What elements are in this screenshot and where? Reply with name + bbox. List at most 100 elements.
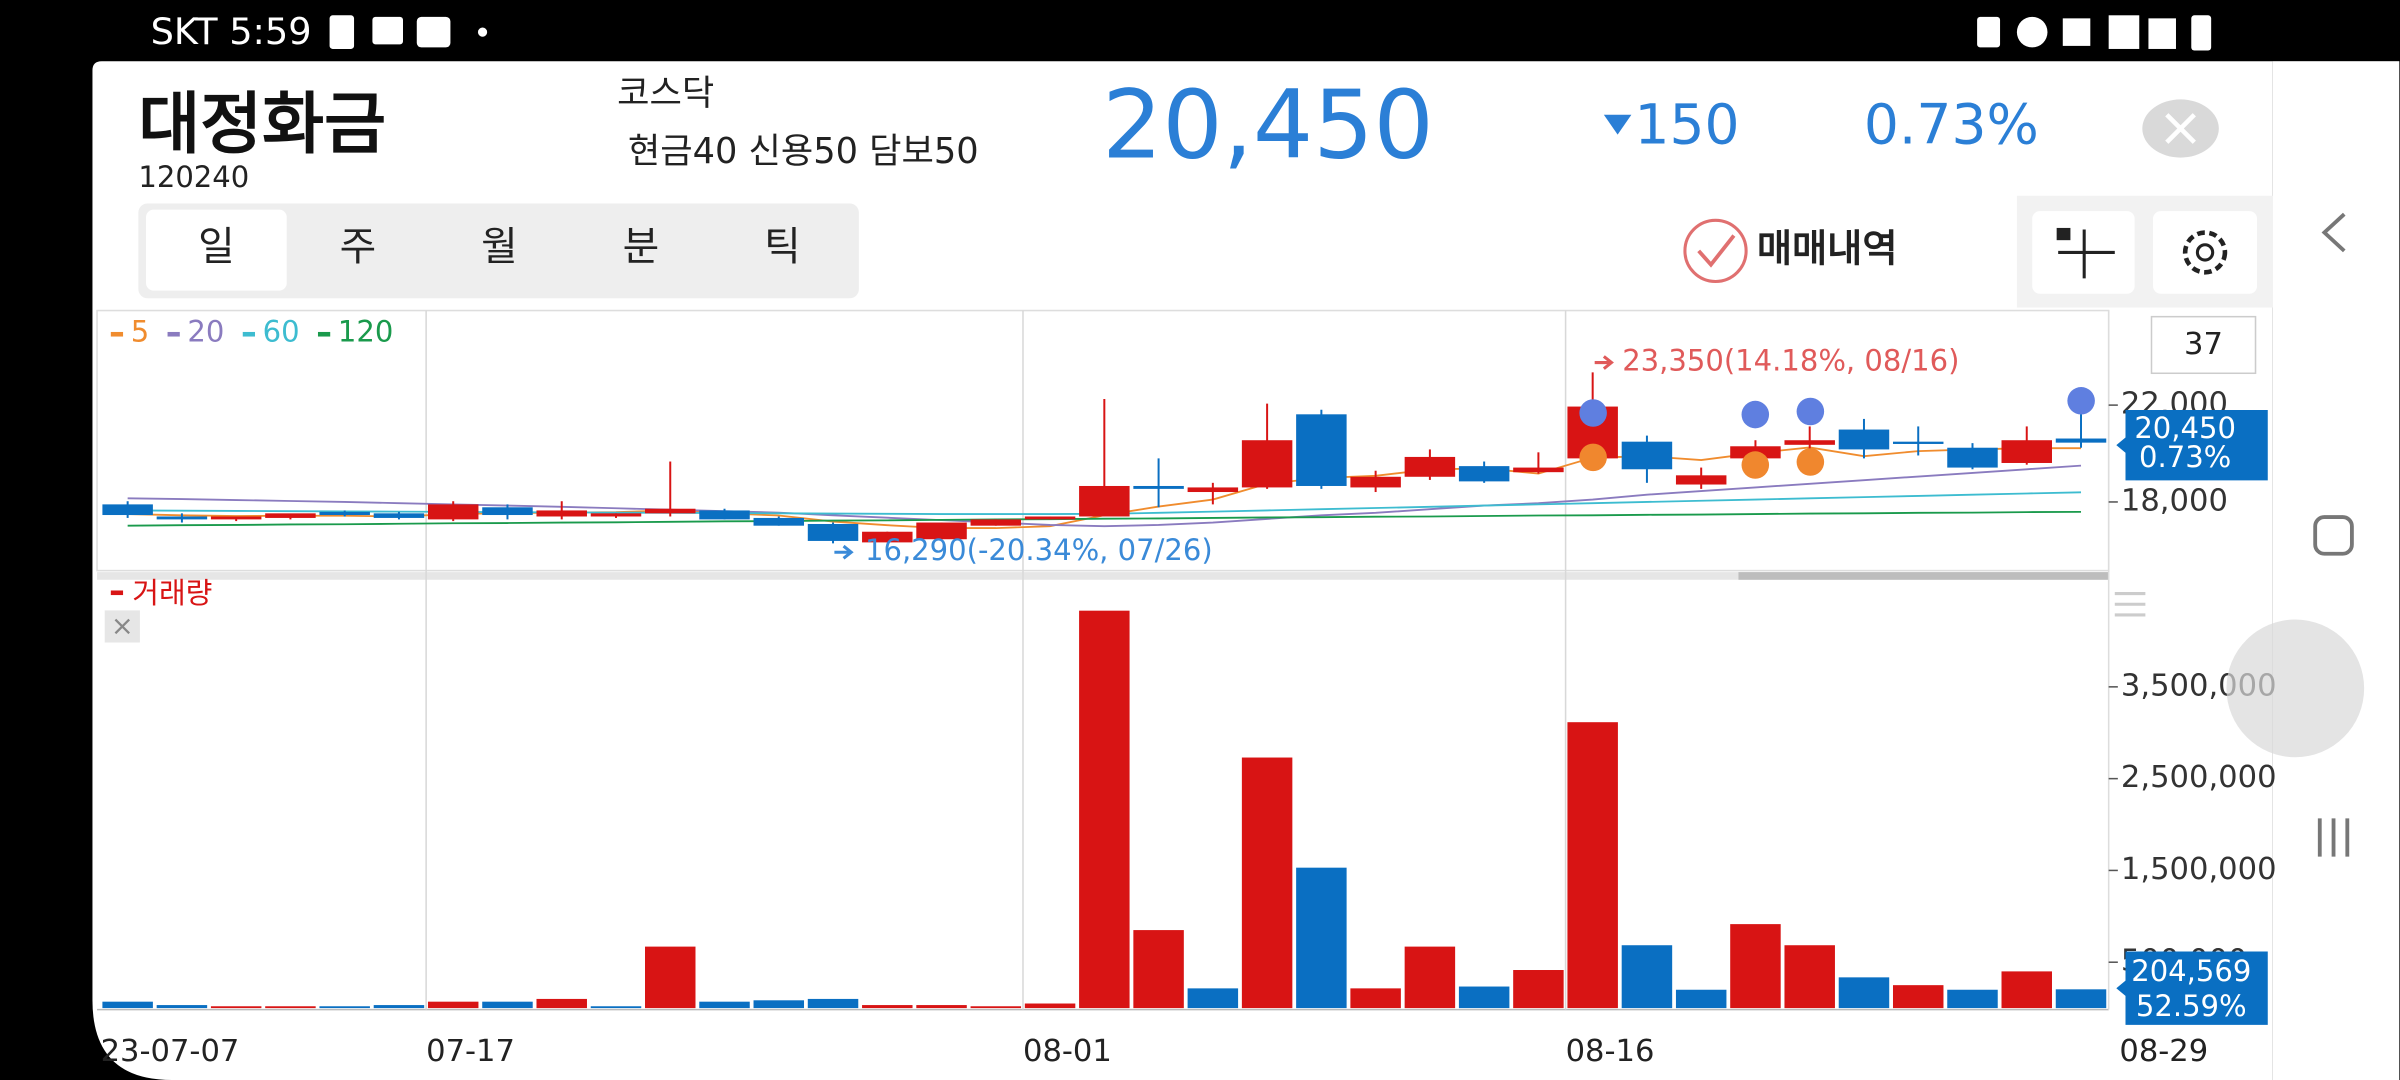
- volume-bar: [1187, 988, 1239, 1009]
- candle-body: [699, 510, 750, 520]
- volume-bar: [1296, 867, 1347, 1009]
- scroll-thumb[interactable]: [1738, 572, 2109, 580]
- volume-bar: [1024, 1003, 1076, 1009]
- nav-recents[interactable]: [2317, 818, 2350, 857]
- crosshair-button[interactable]: [2032, 211, 2135, 294]
- candle-body: [590, 513, 642, 517]
- candle-body: [753, 517, 805, 526]
- tab[interactable]: 주: [340, 224, 377, 270]
- volume-bar: [590, 1006, 642, 1009]
- candle-body: [1024, 516, 1076, 520]
- volume-bar: [1838, 977, 1890, 1009]
- price-change: 150: [1634, 93, 1739, 157]
- volume-bar: [102, 1001, 153, 1009]
- volume-bar: [1730, 924, 1781, 1009]
- candle-body: [1621, 441, 1673, 470]
- candle-body: [1404, 456, 1456, 477]
- volume-bar: [645, 946, 696, 1009]
- volume-bar: [156, 1005, 208, 1009]
- volume-tag-rate: 52.59%: [2136, 989, 2247, 1023]
- nav-bar: [2272, 61, 2400, 1080]
- volume-bar: [1241, 757, 1293, 1009]
- volume-bar: [1784, 945, 1835, 1009]
- x-tick-label: 08-01: [1023, 1034, 1112, 1069]
- candle-body: [210, 516, 262, 520]
- low-annotation: 16,290(-20.34%, 07/26): [865, 533, 1213, 567]
- trade-history-toggle[interactable]: [1683, 218, 1748, 284]
- tab[interactable]: 일: [198, 224, 235, 270]
- volume-bar: [1350, 988, 1401, 1009]
- candle-body: [319, 511, 370, 516]
- x-tick-label: 07-17: [426, 1034, 515, 1069]
- candle-body: [536, 510, 587, 517]
- volume-bar: [1947, 989, 1998, 1009]
- ma-line: [127, 510, 2082, 527]
- volume-bar: [265, 1006, 316, 1009]
- nav-home[interactable]: [2313, 515, 2354, 556]
- legend-label: 120: [338, 314, 393, 348]
- volume-bar: [1567, 722, 1618, 1009]
- settings-button[interactable]: [2153, 211, 2258, 294]
- tab[interactable]: 월: [481, 224, 518, 270]
- candle-body: [482, 507, 533, 516]
- candle-body: [1079, 485, 1130, 517]
- count-label: 37: [2184, 327, 2223, 362]
- candle-body: [1947, 447, 1998, 468]
- current-price: 20,450: [1102, 70, 1434, 180]
- price-tag: [2116, 409, 2268, 481]
- candle-body: [862, 531, 913, 543]
- side-handle[interactable]: [2226, 619, 2365, 758]
- close-button[interactable]: [2142, 99, 2219, 158]
- volume-bar: [536, 998, 587, 1009]
- candle-body: [427, 504, 479, 520]
- trade-history-label[interactable]: 매매내역: [1757, 227, 1898, 271]
- margin-info: 현금40 신용50 담보50: [628, 131, 979, 172]
- tab[interactable]: 틱: [764, 224, 801, 270]
- candle-body: [916, 522, 967, 540]
- x-tick-label: 08-29: [2119, 1034, 2208, 1069]
- volume-bar: [807, 998, 859, 1009]
- legend-dash: [110, 331, 124, 337]
- candle-body: [1675, 475, 1727, 485]
- candle-body: [1350, 476, 1401, 488]
- candle-body: [102, 504, 153, 516]
- low-arrow: [834, 544, 854, 560]
- volume-bar: [210, 1006, 262, 1009]
- volume-bar: [1404, 946, 1456, 1009]
- volume-bar: [1892, 985, 1944, 1009]
- volume-bar: [482, 1001, 533, 1009]
- volume-bar: [1513, 970, 1564, 1009]
- volume-close[interactable]: [104, 610, 140, 643]
- volume-bar: [1458, 986, 1510, 1009]
- candle-body: [1458, 466, 1510, 482]
- candle-body: [970, 519, 1022, 526]
- tab-bar: [138, 203, 859, 299]
- down-triangle: [1603, 114, 1632, 135]
- volume-bar: [427, 1001, 479, 1009]
- price-tag-price: 20,450: [2134, 411, 2236, 445]
- y-tick-label: 1,500,000: [2121, 852, 2277, 887]
- candle-body: [1892, 441, 1944, 444]
- candle-body: [373, 513, 425, 518]
- volume-bar: [1675, 989, 1727, 1009]
- candle-body: [1241, 440, 1293, 488]
- volume-bar: [970, 1006, 1022, 1009]
- x-tick-label: 23-07-07: [101, 1034, 240, 1069]
- resize-handle[interactable]: [2114, 592, 2146, 617]
- change-rate: 0.73%: [1864, 93, 2039, 157]
- volume-tag: [2116, 951, 2268, 1025]
- x-tick-label: 08-16: [1566, 1034, 1655, 1069]
- status-carrier-time: SKT 5:59: [151, 10, 312, 53]
- volume-bar: [1079, 610, 1130, 1009]
- volume-legend-dash: [110, 590, 124, 596]
- legend-label: 60: [263, 314, 300, 348]
- count-box[interactable]: [2150, 315, 2257, 375]
- tab[interactable]: 분: [623, 224, 660, 270]
- nav-back[interactable]: [2321, 212, 2346, 253]
- y-tick-label: 2,500,000: [2121, 760, 2277, 795]
- candle-body: [1187, 487, 1239, 493]
- panel-divider: [97, 572, 2109, 580]
- tab-selected: [146, 209, 287, 291]
- candle-body: [807, 523, 859, 541]
